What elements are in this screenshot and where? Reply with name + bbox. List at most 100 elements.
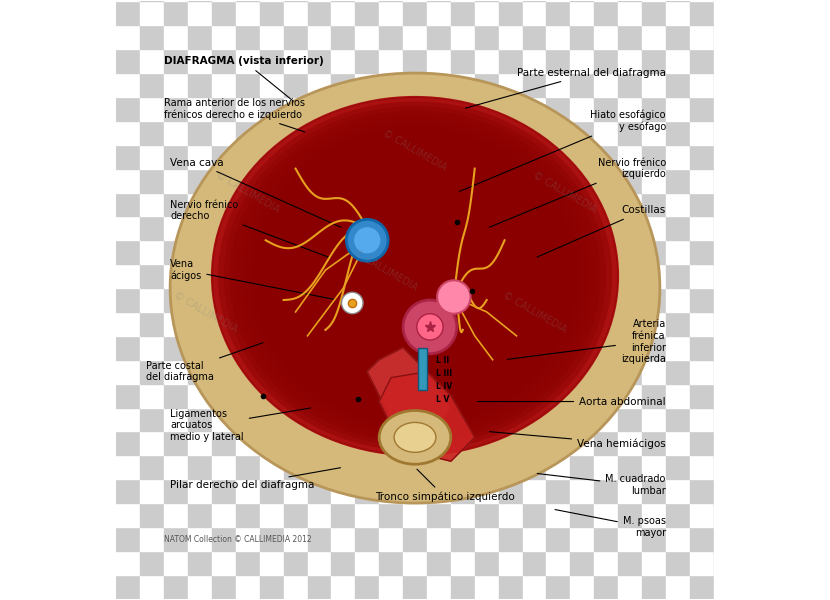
Bar: [212, 169, 236, 193]
Bar: [116, 503, 140, 527]
Text: M. cuadrado
lumbar: M. cuadrado lumbar: [537, 473, 666, 496]
Bar: [188, 599, 212, 600]
Bar: [331, 551, 355, 575]
Polygon shape: [379, 371, 475, 461]
Bar: [331, 455, 355, 479]
Bar: [212, 97, 236, 121]
Circle shape: [403, 300, 457, 354]
Bar: [164, 49, 188, 73]
Bar: [427, 312, 451, 336]
Bar: [546, 312, 570, 336]
Bar: [666, 1, 690, 25]
Bar: [499, 73, 523, 97]
Bar: [475, 121, 499, 145]
Bar: [499, 527, 523, 551]
Bar: [427, 121, 451, 145]
Bar: [618, 145, 642, 169]
Bar: [212, 73, 236, 97]
Bar: [690, 407, 714, 431]
Bar: [642, 25, 666, 49]
Bar: [451, 193, 475, 217]
Bar: [355, 49, 379, 73]
Bar: [116, 407, 140, 431]
Bar: [475, 455, 499, 479]
Bar: [284, 527, 307, 551]
Bar: [284, 121, 307, 145]
Bar: [594, 431, 618, 455]
Bar: [331, 73, 355, 97]
Bar: [212, 383, 236, 407]
Bar: [451, 599, 475, 600]
Bar: [236, 383, 260, 407]
Bar: [570, 455, 594, 479]
Bar: [92, 97, 116, 121]
Bar: [499, 240, 523, 264]
Bar: [116, 527, 140, 551]
Bar: [379, 97, 403, 121]
Bar: [546, 0, 570, 1]
Bar: [594, 407, 618, 431]
Bar: [236, 49, 260, 73]
Bar: [475, 25, 499, 49]
Bar: [140, 455, 164, 479]
Bar: [475, 527, 499, 551]
Bar: [714, 264, 738, 288]
Bar: [690, 121, 714, 145]
Text: Arteria
frénica
inferior
izquierda: Arteria frénica inferior izquierda: [507, 319, 666, 364]
Bar: [284, 217, 307, 240]
Bar: [714, 193, 738, 217]
Bar: [331, 0, 355, 1]
Bar: [427, 479, 451, 503]
Bar: [140, 1, 164, 25]
Bar: [331, 240, 355, 264]
Bar: [212, 575, 236, 599]
Bar: [642, 407, 666, 431]
Bar: [260, 575, 284, 599]
Bar: [546, 193, 570, 217]
Bar: [164, 169, 188, 193]
Bar: [92, 193, 116, 217]
Bar: [236, 479, 260, 503]
Bar: [116, 312, 140, 336]
Bar: [92, 312, 116, 336]
Bar: [140, 551, 164, 575]
Bar: [570, 503, 594, 527]
Bar: [331, 503, 355, 527]
Bar: [523, 0, 546, 1]
Bar: [666, 312, 690, 336]
Bar: [92, 0, 116, 1]
Bar: [331, 121, 355, 145]
Bar: [690, 288, 714, 312]
Bar: [236, 599, 260, 600]
Bar: [164, 121, 188, 145]
Bar: [523, 360, 546, 383]
Bar: [164, 575, 188, 599]
Bar: [642, 599, 666, 600]
Bar: [499, 479, 523, 503]
Bar: [690, 145, 714, 169]
Text: Hiato esofágico
y esófago: Hiato esofágico y esófago: [459, 109, 666, 191]
Bar: [236, 145, 260, 169]
Bar: [475, 503, 499, 527]
Bar: [451, 407, 475, 431]
Bar: [618, 49, 642, 73]
Bar: [475, 431, 499, 455]
Bar: [570, 73, 594, 97]
Bar: [499, 49, 523, 73]
Bar: [260, 383, 284, 407]
Bar: [594, 73, 618, 97]
Bar: [284, 169, 307, 193]
Ellipse shape: [394, 422, 436, 452]
Text: © CALLIMEDIA: © CALLIMEDIA: [500, 290, 568, 334]
Text: L IV: L IV: [436, 382, 452, 391]
Bar: [92, 336, 116, 360]
Bar: [355, 312, 379, 336]
Bar: [642, 431, 666, 455]
Bar: [403, 407, 427, 431]
Bar: [618, 312, 642, 336]
Bar: [212, 25, 236, 49]
Bar: [403, 193, 427, 217]
Bar: [666, 360, 690, 383]
Bar: [403, 599, 427, 600]
Bar: [140, 527, 164, 551]
